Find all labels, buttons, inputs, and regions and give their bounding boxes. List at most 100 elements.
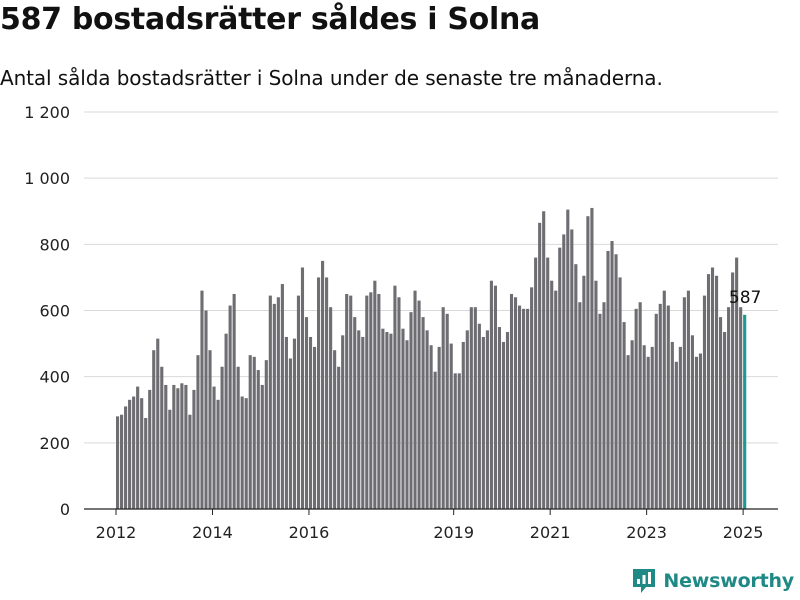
bar bbox=[735, 257, 739, 509]
bar bbox=[337, 366, 341, 509]
bar bbox=[674, 361, 678, 509]
bar bbox=[180, 383, 184, 509]
bar bbox=[626, 355, 630, 509]
bar bbox=[606, 250, 610, 509]
bar bbox=[534, 257, 538, 509]
bar bbox=[417, 300, 421, 509]
bar bbox=[284, 336, 288, 509]
bar bbox=[341, 335, 345, 509]
bar bbox=[389, 333, 393, 509]
bar bbox=[216, 399, 220, 509]
bar bbox=[413, 290, 417, 509]
bar bbox=[666, 305, 670, 509]
bar bbox=[349, 295, 353, 509]
bar bbox=[192, 389, 196, 509]
newsworthy-brand[interactable]: Newsworthy bbox=[631, 566, 794, 596]
bar bbox=[727, 307, 731, 509]
bar bbox=[449, 343, 453, 509]
bar bbox=[509, 293, 514, 509]
bar bbox=[140, 398, 144, 509]
bar bbox=[136, 386, 140, 509]
bar bbox=[176, 388, 180, 509]
bar bbox=[497, 327, 502, 509]
bar bbox=[574, 264, 578, 509]
bar bbox=[453, 373, 457, 509]
bar bbox=[300, 267, 305, 509]
bar bbox=[232, 293, 236, 509]
bar bbox=[312, 346, 317, 509]
bars bbox=[116, 207, 747, 510]
bar bbox=[152, 350, 156, 509]
bar bbox=[128, 399, 132, 509]
bar bbox=[445, 313, 449, 509]
bar bbox=[437, 346, 441, 509]
bar bbox=[469, 307, 473, 509]
bar bbox=[244, 398, 248, 509]
bar bbox=[646, 356, 650, 509]
bar bbox=[304, 317, 309, 509]
newsworthy-logo-icon bbox=[633, 569, 656, 593]
bar bbox=[723, 332, 727, 509]
bar bbox=[686, 290, 690, 509]
y-tick-label: 0 bbox=[60, 500, 70, 519]
bar bbox=[630, 340, 634, 509]
bar bbox=[124, 406, 128, 509]
bar bbox=[719, 317, 723, 509]
bar bbox=[308, 336, 313, 509]
bar bbox=[582, 275, 586, 509]
bar bbox=[622, 322, 626, 509]
bar bbox=[405, 340, 409, 509]
y-tick-label: 1 000 bbox=[24, 169, 70, 188]
bar bbox=[425, 330, 429, 509]
bar bbox=[196, 355, 200, 509]
bar bbox=[365, 295, 369, 509]
bar bbox=[618, 277, 622, 509]
y-tick-label: 800 bbox=[39, 235, 70, 254]
y-tick-label: 1 200 bbox=[24, 103, 70, 122]
bar bbox=[272, 303, 276, 509]
y-tick-label: 600 bbox=[39, 302, 70, 321]
bar bbox=[634, 308, 638, 509]
bar bbox=[345, 293, 349, 509]
bar bbox=[457, 373, 461, 509]
bar bbox=[264, 360, 268, 509]
bar bbox=[538, 222, 542, 509]
bar bbox=[654, 313, 658, 509]
chart-title: 587 bostadsrätter såldes i Solna bbox=[0, 2, 540, 37]
highlight-value-label: 587 bbox=[729, 288, 761, 308]
bar bbox=[706, 274, 711, 509]
bar bbox=[381, 328, 385, 509]
bar bbox=[513, 297, 518, 509]
bar bbox=[550, 280, 554, 509]
bar bbox=[461, 341, 465, 509]
bar bbox=[325, 277, 329, 509]
highlight-bar bbox=[743, 314, 747, 509]
bar bbox=[710, 267, 715, 509]
bar bbox=[433, 371, 437, 509]
bar bbox=[682, 297, 686, 509]
bar bbox=[401, 328, 405, 509]
chart-subtitle: Antal sålda bostadsrätter i Solna under … bbox=[0, 66, 663, 90]
bar bbox=[702, 295, 707, 509]
bar bbox=[377, 293, 381, 509]
bar bbox=[292, 338, 296, 509]
y-axis-labels: 0 200 400 600 800 1 000 1 200 bbox=[24, 103, 70, 519]
bar bbox=[361, 336, 365, 509]
bar bbox=[373, 280, 377, 509]
bar bbox=[353, 317, 357, 509]
bar bbox=[731, 272, 735, 509]
bar bbox=[481, 336, 485, 509]
bar bbox=[369, 292, 373, 509]
bar bbox=[280, 284, 284, 509]
bar bbox=[562, 234, 566, 510]
bar bbox=[465, 330, 469, 509]
bar bbox=[132, 396, 136, 509]
bar bbox=[329, 307, 333, 509]
bar bbox=[168, 409, 172, 509]
x-tick-label: 2014 bbox=[192, 523, 233, 542]
bar bbox=[393, 285, 397, 509]
bar bbox=[148, 389, 152, 509]
bar bbox=[586, 216, 590, 509]
bar bbox=[670, 341, 674, 509]
